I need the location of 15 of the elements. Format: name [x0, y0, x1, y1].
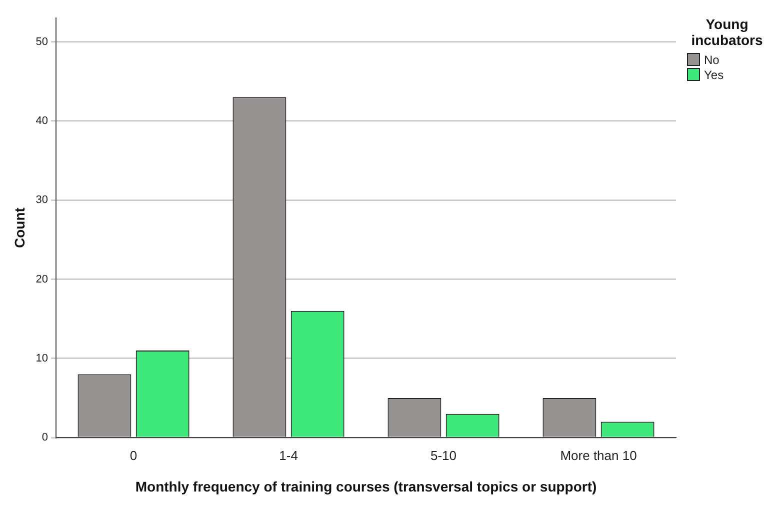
legend-title: Young incubators [690, 16, 764, 48]
y-tick-label: 30 [36, 194, 48, 206]
y-tick-label: 20 [36, 273, 48, 286]
x-tick-label: 5-10 [430, 448, 457, 463]
x-tick-label: More than 10 [560, 448, 637, 463]
legend-label: No [704, 52, 720, 66]
legend-label: Yes [704, 68, 724, 82]
x-axis-title: Monthly frequency of training courses (transversal topics or support) [135, 478, 597, 494]
y-tick-label: 50 [36, 36, 48, 48]
x-tick-label: 1-4 [279, 448, 298, 463]
y-axis-title: Count [11, 207, 28, 248]
x-tick-label: 0 [130, 448, 138, 463]
y-tick-label: 40 [36, 114, 48, 127]
y-tick-label: 0 [42, 432, 48, 444]
y-tick-label: 10 [36, 352, 48, 364]
